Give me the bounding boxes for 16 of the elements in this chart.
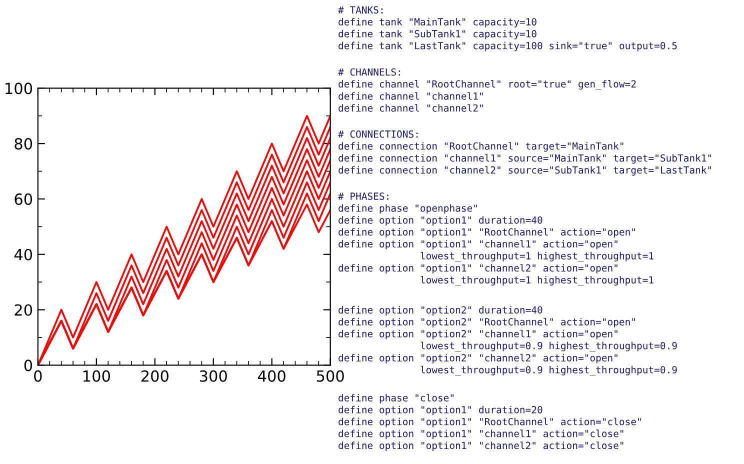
x-tick-label: 0: [34, 370, 42, 382]
x-tick-label: 300: [200, 370, 227, 382]
y-tick-label: 100: [6, 82, 32, 94]
x-tick-label: 200: [141, 370, 168, 382]
text: # CONNECTIONS: define connection "RootChannel" target="MainTank" define connection "channel1" source="MainTank" target="SubTank1" define connection "channel2" source="SubTank1" target="LastTank": [338, 130, 712, 176]
y-tick-label: 0: [24, 360, 32, 372]
y-tick-label: 60: [14, 193, 32, 205]
x-tick-label: 400: [258, 370, 286, 382]
text: # PHASES: define phase "openphase" define option "option1" duration=40 define option "option1" "RootChannel" action="open" define option "option1" "channel1" action="open" lowest_throughput=1 highest_throughput=1 define option "option1" "channel2" action="open" lowest_throughput=1 highest_throughput=1: [338, 192, 654, 286]
text: # CHANNELS: define channel "RootChannel" root="true" gen_flow=2 define channel "channel1" define channel "channel2": [338, 68, 636, 112]
text: define phase "close" define option "option1" duration=20 define option "option1" "RootChannel" action="close" define option "option1" "channel1" action="close" define option "option1" "channel2" action="close": [338, 394, 641, 452]
text: # TANKS: define tank "MainTank" capacity=10 define tank "SubTank1" capacity=10 define tank "LastTank" capacity=100 sink="true" output=0.5: [338, 6, 677, 52]
y-tick-label: 80: [14, 138, 32, 150]
x-tick-label: 100: [84, 370, 110, 382]
y-tick-label: 20: [14, 304, 32, 316]
y-tick-label: 40: [14, 248, 32, 260]
